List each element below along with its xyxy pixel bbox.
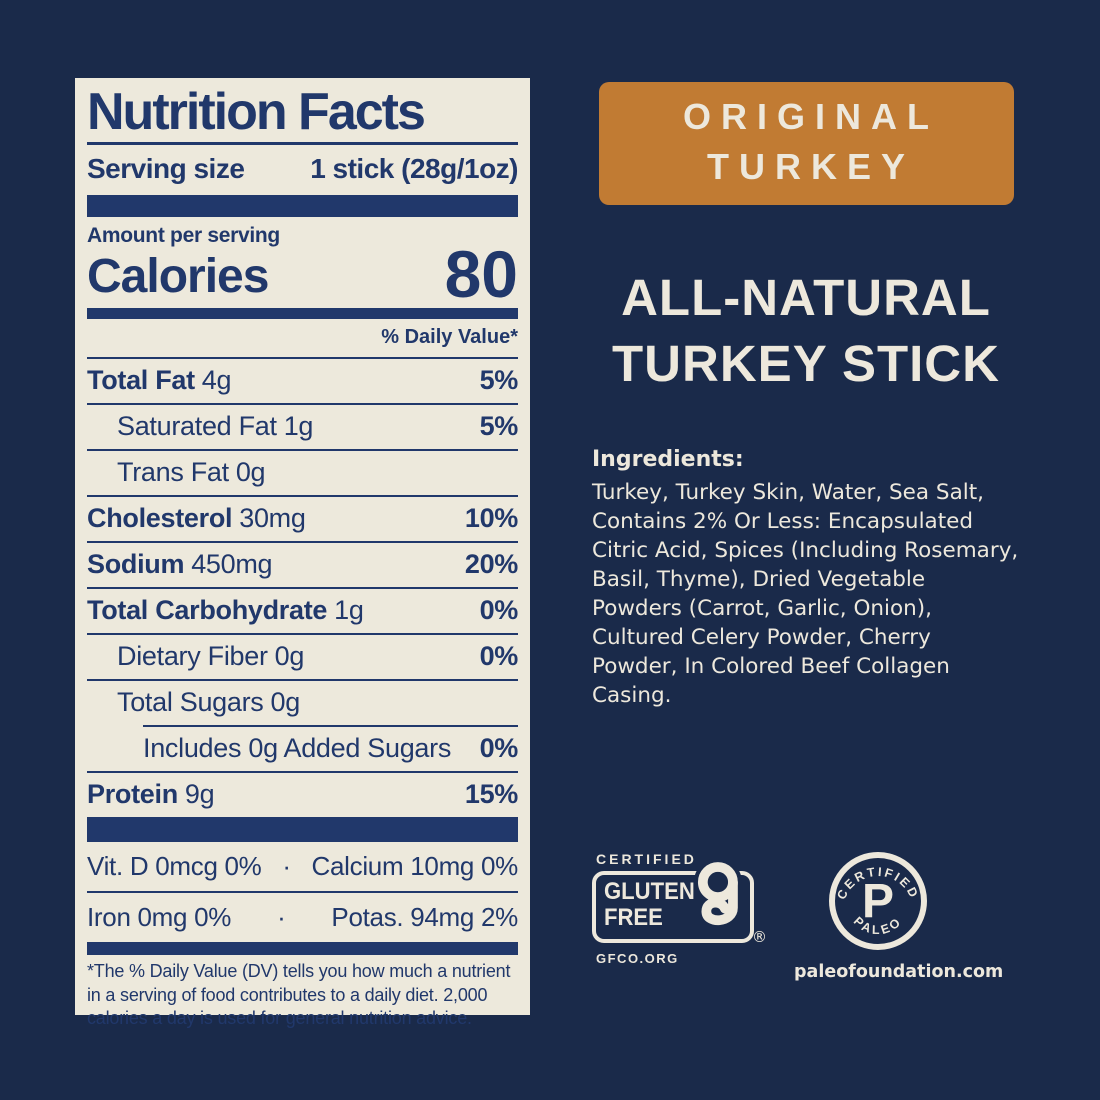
nutrient-row-total-sugars: Total Sugars 0g [87,679,518,725]
micronutrient-row-1: Vit. D 0mcg 0% · Calcium 10mg 0% [87,842,519,894]
flavor-badge-line2: TURKEY [706,146,915,188]
medium-divider-bar [87,942,518,956]
nutrient-daily-value: 0% [479,595,519,626]
product-heading-line1: ALL-NATURAL [621,268,991,326]
nutrient-row-protein: Protein 9g 15% [87,771,518,817]
nutrient-daily-value: 5% [479,411,519,442]
nutrient-row-added-sugars: Includes 0g Added Sugars 0% [143,725,518,771]
micronutrient-row-2: Iron 0mg 0% · Potas. 94mg 2% [87,893,518,942]
gf-word-free: FREE [604,904,663,931]
medium-divider-bar [87,308,518,320]
nutrient-row-cholesterol: Cholesterol 30mg 10% [87,495,518,541]
calories-row: Calories 80 [87,237,518,312]
svg-text:PALEO: PALEO [851,914,905,937]
nutrient-row-sodium: Sodium 450mg 20% [87,541,518,587]
nutrient-daily-value: 5% [479,365,519,396]
paleo-foundation-url: paleofoundation.com [794,962,1004,982]
ingredients-text: Turkey, Turkey Skin, Water, Sea Salt, Co… [592,480,1019,709]
nutrient-name: Trans Fat [117,457,229,488]
gf-certified-label: CERTIFIED [596,851,697,867]
nutrient-name: Total Fat [87,365,195,396]
paleo-monogram: P [862,875,894,928]
nutrient-amount: 0g [270,687,300,718]
ingredients-label: Ingredients: [592,447,744,473]
dot-separator: · [277,902,286,933]
nutrient-name: Protein [87,779,178,810]
flavor-badge-line1: ORIGINAL [683,96,939,137]
ingredients-section: Ingredients: Turkey, Turkey Skin, Water,… [592,445,1020,710]
nutrient-name: Saturated Fat [117,411,277,442]
thick-divider-bar [87,817,518,843]
product-heading-line2: TURKEY STICK [612,335,1000,393]
thick-divider-bar [87,195,518,218]
micronutrient-right: Calcium 10mg 0% [311,851,519,882]
micronutrient-right: Potas. 94mg 2% [331,902,518,933]
daily-value-footnote: *The % Daily Value (DV) tells you how mu… [87,955,518,1030]
nutrient-amount: 1g [334,595,364,626]
nutrient-daily-value: 20% [464,549,518,580]
nutrient-amount: 9g [184,779,215,810]
nutrient-amount: 1g [283,411,314,442]
product-heading: ALL-NATURAL TURKEY STICK [592,265,1020,398]
nutrient-row-total-fat: Total Fat 4g 5% [87,357,518,403]
paleo-certification: CERTIFIED P PALEO paleofoundation.com [794,851,1004,982]
nutrient-name: Cholesterol [87,503,233,534]
calories-value: 80 [444,237,518,312]
nutrition-facts-title: Nutrition Facts [87,83,426,141]
nutrient-daily-value: 0% [479,641,519,672]
footnote-line: in a serving of food contributes to a da… [87,984,488,1005]
nutrient-amount: 30mg [239,503,306,534]
nutrient-row-dietary-fiber: Dietary Fiber 0g 0% [87,633,518,679]
nutrient-amount: 450mg [191,549,273,580]
nutrient-name: Total Sugars [117,687,264,718]
serving-size-value: 1 stick (28g/1oz) [310,153,518,185]
registered-trademark-icon: ® [752,928,767,946]
gfco-url: GFCO.ORG [596,951,679,966]
nutrient-name: Includes 0g Added Sugars [143,733,452,764]
gf-word-gluten: GLUTEN [604,878,695,905]
serving-size-label: Serving size [87,153,245,185]
footnote-line: calories a day is used for general nutri… [87,1008,472,1029]
paleo-seal-icon: CERTIFIED P PALEO [829,852,927,950]
nutrient-daily-value: 15% [464,779,518,810]
dot-separator: · [282,851,291,882]
gluten-free-badge: GLUTEN FREE ® [592,858,767,946]
nutrient-row-total-carbohydrate: Total Carbohydrate 1g 0% [87,587,518,633]
footnote-line: *The % Daily Value (DV) tells you how mu… [87,961,511,982]
paleo-arc-bottom-text: PALEO [851,914,902,937]
flavor-badge: ORIGINAL TURKEY [598,82,1014,205]
gluten-free-certification: CERTIFIED GLUTEN FREE [592,851,768,966]
nutrient-row-trans-fat: Trans Fat 0g [87,449,518,495]
nutrient-daily-value: 0% [479,733,519,764]
nutrient-amount: 4g [201,365,232,396]
product-info-column: ORIGINAL TURKEY ALL-NATURAL TURKEY STICK… [592,82,1020,1018]
nutrient-daily-value: 10% [464,503,518,534]
daily-value-header: % Daily Value* [381,326,518,349]
nutrient-row-saturated-fat: Saturated Fat 1g 5% [87,403,518,449]
nutrient-amount: 0g [235,457,266,488]
nutrient-amount: 0g [274,641,305,672]
calories-label: Calories [87,249,269,303]
nutrient-name: Dietary Fiber [117,641,268,672]
micronutrient-left: Vit. D 0mcg 0% [87,851,262,882]
amount-per-serving-label: Amount per serving [87,224,280,248]
nutrient-name: Sodium [87,549,185,580]
serving-size-row: Serving size 1 stick (28g/1oz) [87,145,518,195]
gluten-free-g-icon [693,858,742,930]
title-rule [87,142,518,146]
nutrition-facts-panel: Nutrition Facts Serving size 1 stick (28… [75,78,530,1028]
certification-logos: CERTIFIED GLUTEN FREE [592,851,1004,982]
nutrient-name: Total Carbohydrate [87,595,328,626]
micronutrient-left: Iron 0mg 0% [87,902,232,933]
